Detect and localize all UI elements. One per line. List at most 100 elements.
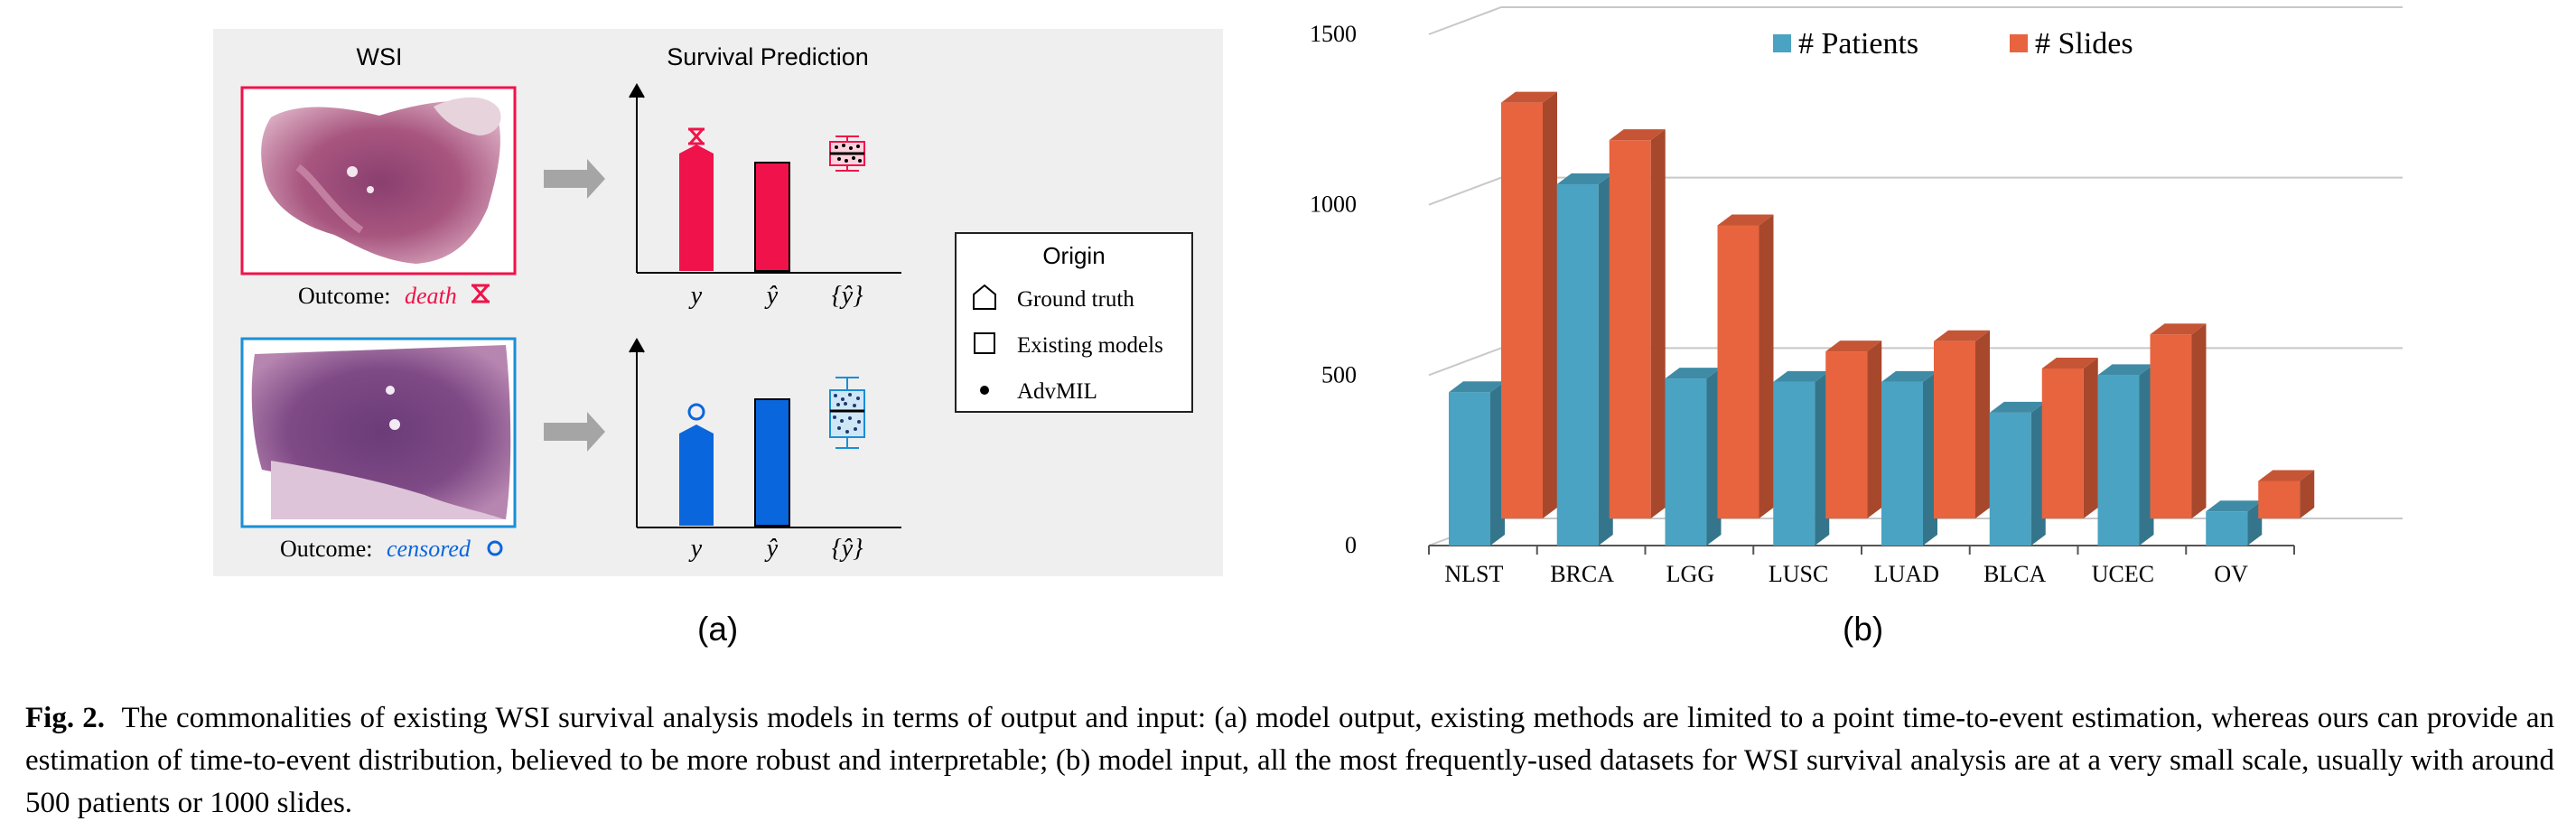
bar-top-face — [2150, 323, 2207, 335]
outcome-prefix-death: Outcome: — [298, 283, 391, 309]
outcome-prefix-censored: Outcome: — [280, 536, 373, 562]
bar-top-face — [1556, 173, 1613, 185]
bar-side-face — [2083, 357, 2098, 518]
bar-top-face — [1989, 401, 2046, 413]
caption-text: The commonalities of existing WSI surviv… — [25, 702, 2554, 819]
panel-a-label: (a) — [697, 611, 739, 648]
wsi-title: WSI — [357, 43, 403, 70]
axes-bottom — [629, 337, 901, 528]
bar-patients-lgg — [1665, 368, 1722, 546]
bar-side-face — [1867, 341, 1882, 518]
x-tick-label: LUAD — [1874, 561, 1939, 587]
bar-slides-ov — [2258, 470, 2315, 518]
house-icon — [973, 284, 996, 310]
legend-swatch — [2010, 34, 2028, 52]
bar-front-face — [2150, 334, 2192, 518]
wsi-image-censored — [240, 337, 517, 528]
bar-top-face — [2206, 500, 2263, 512]
gridline — [1428, 6, 2403, 35]
bar-top-face — [1501, 91, 1557, 103]
censored-circle-icon — [487, 540, 503, 556]
chart-legend: # Patients # Slides — [1773, 27, 2133, 61]
bar-front-face — [1665, 378, 1707, 546]
death-x-icon — [471, 284, 490, 303]
bar-slides-nlst — [1501, 91, 1557, 519]
bar-front-face — [1825, 351, 1868, 518]
bar-side-face — [2191, 323, 2207, 518]
wsi-image-death — [240, 86, 517, 275]
x-tick-label: UCEC — [2092, 561, 2154, 587]
bar-top-face — [1665, 368, 1722, 379]
y-tick-label: 1500 — [1310, 21, 1357, 47]
legend-swatch — [1773, 34, 1791, 52]
bar-front-face — [2258, 481, 2301, 518]
y-tick-label: 500 — [1321, 361, 1357, 387]
tick-y-hat: ŷ — [764, 535, 779, 563]
death-x-icon — [688, 127, 705, 145]
bar-front-face — [2206, 511, 2248, 546]
chart-bars — [1449, 91, 2315, 546]
tick-y-hat-set: {ŷ} — [832, 535, 863, 563]
bar-top-face — [2258, 470, 2315, 481]
tick-y: y — [688, 535, 703, 563]
bar-slides-brca — [1609, 129, 1666, 518]
bar-front-face — [1556, 184, 1599, 546]
bar-top-face — [1881, 370, 1937, 382]
bar-patients-lusc — [1773, 370, 1830, 546]
origin-legend: Origin Ground truth Existing models AdvM… — [955, 232, 1193, 413]
existing-model-bar-censored — [754, 398, 790, 527]
y-tick-label: 0 — [1345, 532, 1357, 558]
bar-front-face — [1989, 412, 2031, 546]
bar-side-face — [1975, 330, 1990, 518]
advmil-boxplot-censored — [829, 377, 865, 449]
tick-y: y — [688, 282, 703, 310]
bar-slides-blca — [2041, 357, 2098, 518]
bar-top-face — [2041, 357, 2098, 369]
bar-slides-lgg — [1717, 214, 1774, 518]
axes-top — [629, 82, 901, 274]
legend-title: Origin — [1042, 242, 1105, 269]
outcome-death-label: death — [405, 283, 457, 309]
bar-patients-luad — [1881, 370, 1937, 546]
bar-top-face — [2097, 364, 2154, 376]
x-tick-label: OV — [2214, 561, 2248, 587]
bar-top-face — [1717, 214, 1774, 226]
bar-front-face — [2041, 368, 2084, 518]
caption-label: Fig. 2. — [25, 702, 106, 734]
bar-patients-ov — [2206, 500, 2263, 546]
tick-y-hat-set: {ŷ} — [832, 282, 863, 310]
legend-label: # Patients — [1798, 27, 1918, 61]
advmil-boxplot-death — [829, 135, 865, 172]
bar-front-face — [1501, 102, 1543, 519]
bar-side-face — [1759, 214, 1774, 518]
bar-slides-luad — [1934, 330, 1990, 518]
bar-top-face — [1449, 381, 1505, 393]
bar-slides-ucec — [2150, 323, 2207, 518]
panel-b-label: (b) — [1843, 611, 1884, 648]
bar-slides-lusc — [1825, 341, 1882, 518]
arrow-right-icon — [544, 159, 605, 199]
legend-item-ground-truth: Ground truth — [1017, 287, 1134, 312]
x-tick-label: NLST — [1444, 561, 1503, 587]
x-tick-label: BRCA — [1550, 561, 1614, 587]
censored-circle-icon — [687, 403, 705, 421]
x-tick-label: BLCA — [1983, 561, 2047, 587]
chart-y-ticks: 0 500 1000 1500 — [1310, 21, 1357, 558]
dot-icon — [980, 386, 989, 395]
bar-patients-ucec — [2097, 364, 2154, 546]
x-tick-label: LGG — [1666, 561, 1714, 587]
bar-side-face — [1650, 129, 1666, 518]
panel-a-figure: WSI Survival Prediction Outcome: death O… — [240, 43, 1193, 563]
bar-front-face — [2097, 375, 2140, 546]
bar-front-face — [1773, 381, 1815, 546]
arrow-right-icon — [544, 412, 605, 452]
bar-top-face — [1609, 129, 1666, 141]
tick-y-hat: ŷ — [764, 282, 779, 310]
legend-item-existing-models: Existing models — [1017, 333, 1163, 358]
bar-front-face — [1717, 225, 1759, 518]
bar-side-face — [1543, 91, 1557, 519]
bar-chart: 0 500 1000 1500 NLST BRCA LGG LUSC LUAD BLCA UCEC… — [1310, 6, 2403, 587]
outcome-censored-label: censored — [387, 536, 471, 562]
prediction-title: Survival Prediction — [667, 43, 869, 70]
figure-caption: Fig. 2. The commonalities of existing WS… — [25, 697, 2554, 825]
